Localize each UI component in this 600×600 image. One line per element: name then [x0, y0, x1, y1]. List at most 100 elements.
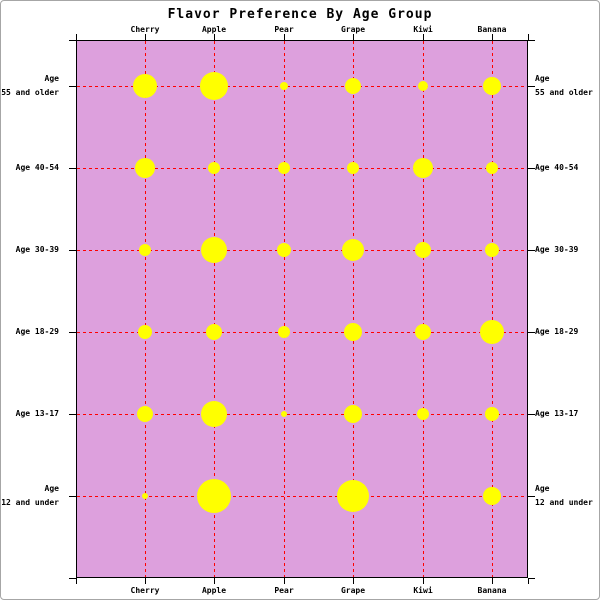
bubble-cherry-age-55-and-older — [133, 74, 157, 98]
bubble-grape-age-13-17 — [344, 405, 362, 423]
y-label-right-age-18-29: Age 18-29 — [535, 325, 578, 339]
bubble-apple-age-40-54 — [208, 162, 220, 174]
x-label-bottom-banana: Banana — [477, 586, 507, 595]
tick-left-1 — [69, 86, 76, 87]
y-label-right-age-40-54: Age 40-54 — [535, 161, 578, 175]
x-label-top-grape: Grape — [340, 25, 366, 34]
grid-line-age-18-29 — [77, 332, 527, 333]
bubble-pear-age-40-54 — [278, 162, 290, 174]
y-label-right-age-55-and-older: Age 55 and older — [535, 72, 593, 100]
tick-left-4 — [69, 332, 76, 333]
bubble-cherry-age-18-29 — [138, 325, 152, 339]
bubble-grape-age-18-29 — [344, 323, 362, 341]
x-label-bottom-kiwi: Kiwi — [413, 586, 433, 595]
y-label-line: Age 13-17 — [15, 409, 59, 418]
bubble-pear-age-30-39 — [277, 243, 291, 257]
tick-right-1 — [528, 86, 535, 87]
tick-bottom-3 — [284, 578, 285, 584]
y-label-left-age-13-17: Age 13-17 — [16, 407, 59, 421]
tick-bottom-1 — [145, 578, 146, 584]
bubble-kiwi-age-55-and-older — [418, 81, 428, 91]
y-label-line: Age — [535, 74, 550, 83]
grid-line-pear — [284, 41, 285, 577]
x-label-top-kiwi: Kiwi — [413, 25, 433, 34]
y-label-line: Age 40-54 — [535, 163, 579, 172]
tick-left-2 — [69, 168, 76, 169]
y-label-line: Age — [44, 484, 59, 493]
bubble-pear-age-18-29 — [278, 326, 290, 338]
y-label-line: Age 30-39 — [15, 245, 59, 254]
y-label-line: 55 and older — [1, 88, 59, 97]
y-label-line: Age 13-17 — [535, 409, 579, 418]
tick-bottom-5 — [423, 578, 424, 584]
x-label-bottom-pear: Pear — [274, 586, 294, 595]
grid-line-kiwi — [423, 41, 424, 577]
tick-left-0 — [69, 40, 76, 41]
bubble-kiwi-age-40-54 — [413, 158, 433, 178]
bubble-banana-age-30-39 — [485, 243, 499, 257]
tick-top-4 — [353, 34, 354, 40]
x-label-bottom-cherry: Cherry — [130, 586, 160, 595]
plot-area — [76, 40, 528, 578]
y-label-left-age-40-54: Age 40-54 — [16, 161, 59, 175]
grid-line-banana — [492, 41, 493, 577]
bubble-banana-age-13-17 — [485, 407, 499, 421]
bubble-grape-age-30-39 — [342, 239, 364, 261]
tick-left-3 — [69, 250, 76, 251]
tick-top-6 — [492, 34, 493, 40]
tick-right-7 — [528, 578, 535, 579]
x-label-bottom-apple: Apple — [201, 586, 227, 595]
y-label-line: 55 and older — [535, 88, 593, 97]
tick-top-0 — [76, 34, 77, 40]
x-label-top-banana: Banana — [477, 25, 507, 34]
bubble-apple-age-13-17 — [201, 401, 227, 427]
grid-line-age-12-and-under — [77, 496, 527, 497]
tick-left-5 — [69, 414, 76, 415]
y-label-line: Age — [44, 74, 59, 83]
y-label-line: 12 and under — [535, 498, 593, 507]
bubble-banana-age-18-29 — [480, 320, 504, 344]
bubble-banana-age-12-and-under — [483, 487, 501, 505]
grid-line-age-55-and-older — [77, 86, 527, 87]
tick-bottom-4 — [353, 578, 354, 584]
bubble-apple-age-18-29 — [206, 324, 222, 340]
x-label-bottom-grape: Grape — [340, 586, 366, 595]
bubble-kiwi-age-13-17 — [417, 408, 429, 420]
chart-title: Flavor Preference By Age Group — [167, 7, 433, 22]
y-label-line: Age 30-39 — [535, 245, 579, 254]
y-label-left-age-55-and-older: Age 55 and older — [1, 72, 59, 100]
tick-right-3 — [528, 250, 535, 251]
bubble-grape-age-12-and-under — [337, 480, 369, 512]
tick-right-4 — [528, 332, 535, 333]
bubble-grape-age-40-54 — [347, 162, 359, 174]
tick-bottom-0 — [76, 578, 77, 584]
grid-line-grape — [353, 41, 354, 577]
grid-line-age-30-39 — [77, 250, 527, 251]
bubble-apple-age-30-39 — [201, 237, 227, 263]
y-label-line: Age — [535, 484, 550, 493]
tick-top-3 — [284, 34, 285, 40]
y-label-left-age-18-29: Age 18-29 — [16, 325, 59, 339]
y-label-left-age-12-and-under: Age 12 and under — [1, 482, 59, 510]
bubble-apple-age-55-and-older — [200, 72, 228, 100]
bubble-banana-age-40-54 — [486, 162, 498, 174]
bubble-kiwi-age-30-39 — [415, 242, 431, 258]
y-label-left-age-30-39: Age 30-39 — [16, 243, 59, 257]
bubble-cherry-age-30-39 — [139, 244, 151, 256]
tick-left-7 — [69, 578, 76, 579]
bubble-pear-age-55-and-older — [280, 82, 288, 90]
grid-line-age-40-54 — [77, 168, 527, 169]
tick-bottom-2 — [214, 578, 215, 584]
y-label-line: Age 18-29 — [535, 327, 579, 336]
tick-top-2 — [214, 34, 215, 40]
tick-right-2 — [528, 168, 535, 169]
bubble-apple-age-12-and-under — [197, 479, 231, 513]
tick-top-7 — [528, 34, 529, 40]
tick-bottom-7 — [528, 578, 529, 584]
y-label-line: 12 and under — [1, 498, 59, 507]
tick-right-6 — [528, 496, 535, 497]
bubble-pear-age-13-17 — [281, 411, 287, 417]
grid-line-apple — [214, 41, 215, 577]
bubble-cherry-age-40-54 — [135, 158, 155, 178]
